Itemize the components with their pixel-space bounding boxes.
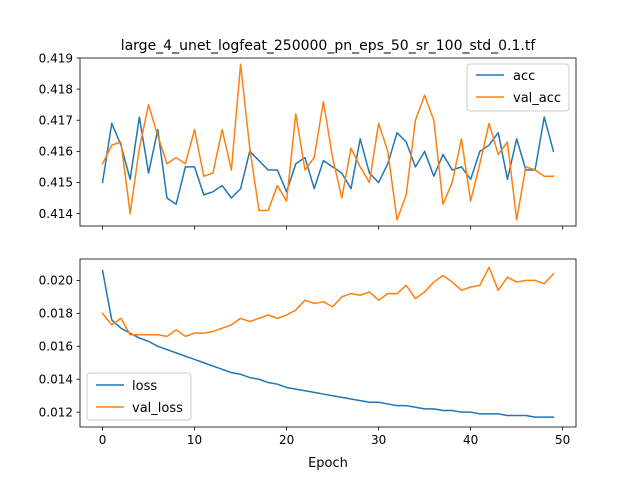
y-tick-label: 0.417 — [39, 114, 73, 128]
plot-frame — [79, 258, 577, 428]
series-line-acc — [101, 116, 555, 205]
x-tick-label: 0 — [99, 433, 107, 447]
y-tick-label: 0.414 — [39, 207, 73, 221]
y-tick-label: 0.012 — [39, 405, 73, 419]
y-tick-label: 0.415 — [39, 176, 73, 190]
y-tick-label: 0.014 — [39, 373, 73, 387]
x-axis-label: Epoch — [308, 456, 348, 471]
legend: loss val_loss — [86, 372, 192, 421]
x-tick-label: 30 — [371, 433, 386, 447]
legend-label-acc: acc — [513, 69, 535, 84]
y-tick-label: 0.016 — [39, 340, 73, 354]
series-line-val-acc — [101, 63, 555, 221]
loss-subplot: 0 10 20 30 40 50 0.012 0.014 0.016 0.018 0.020 Epo… — [39, 258, 577, 471]
chart-title: large_4_unet_logfeat_250000_pn_eps_50_sr… — [121, 38, 537, 54]
legend-label-val-acc: val_acc — [513, 91, 561, 106]
series-layer — [101, 63, 555, 221]
series-line-loss — [101, 269, 555, 418]
x-tick-label: 20 — [279, 433, 294, 447]
y-tick-label: 0.418 — [39, 82, 73, 96]
legend: acc val_acc — [466, 63, 570, 112]
x-tick-label: 40 — [463, 433, 478, 447]
accuracy-subplot: large_4_unet_logfeat_250000_pn_eps_50_sr… — [39, 38, 577, 230]
y-tick-label: 0.020 — [39, 274, 73, 288]
x-tick-label: 50 — [555, 433, 570, 447]
axes-layer: 0 10 20 30 40 50 0.012 0.014 0.016 0.018 0.020 — [39, 274, 571, 447]
series-layer — [101, 266, 555, 418]
legend-label-val-loss: val_loss — [132, 401, 183, 416]
legend-label-loss: loss — [132, 379, 157, 394]
axes-layer: 0.414 0.415 0.416 0.417 0.418 0.419 — [39, 51, 564, 230]
series-line-val-loss — [101, 266, 555, 338]
y-tick-label: 0.416 — [39, 145, 73, 159]
y-tick-label: 0.018 — [39, 307, 73, 321]
x-tick-label: 10 — [187, 433, 202, 447]
plot-frame — [79, 57, 577, 227]
y-tick-label: 0.419 — [39, 51, 73, 65]
